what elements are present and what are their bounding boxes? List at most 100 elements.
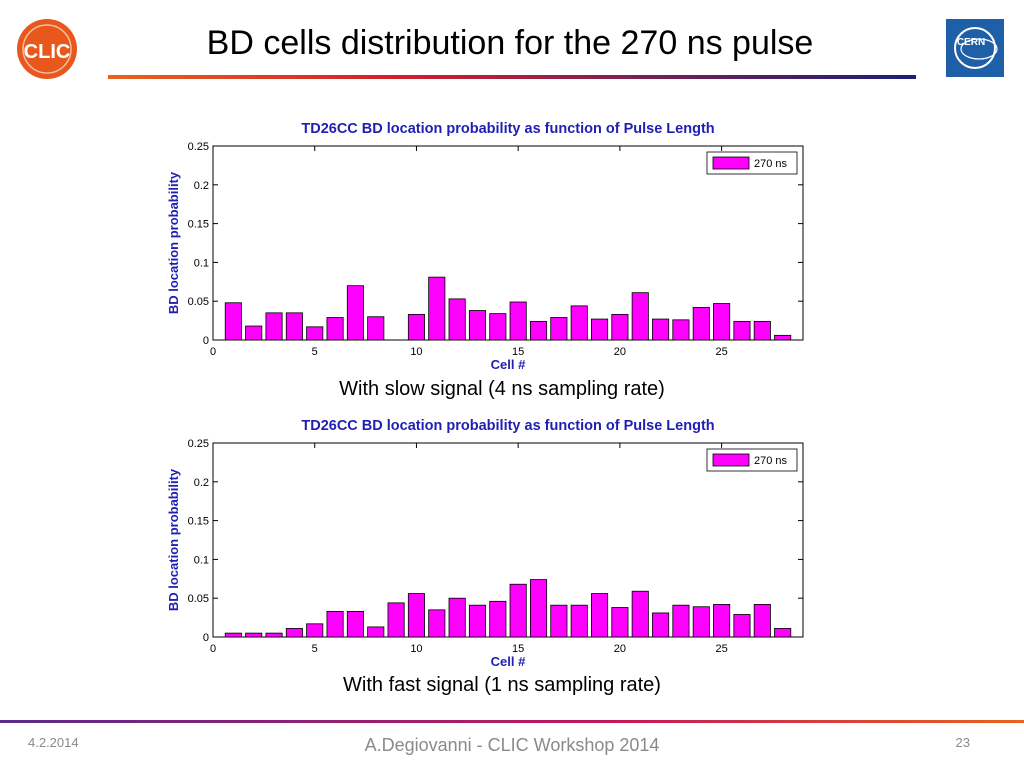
bar [346,285,364,341]
footer-divider [0,720,1024,723]
bar [692,606,710,638]
clic-logo: CLIC [17,19,77,79]
bar [774,628,792,638]
cern-logo: CERN [946,19,1004,77]
bar [631,590,649,638]
y-tick-label: 0.15 [188,516,209,528]
bar [245,325,263,341]
x-tick-label: 20 [614,643,626,655]
x-tick-label: 25 [715,346,727,358]
bar [468,604,487,638]
x-axis-label: Cell # [491,357,526,372]
caption-slow-signal: With slow signal (4 ns sampling rate) [339,378,665,400]
bar [529,579,548,638]
x-tick-label: 0 [210,643,216,655]
bar [367,626,385,638]
y-tick-label: 0.05 [188,296,209,308]
bar [692,307,710,341]
bar [652,318,670,341]
bar [611,607,629,638]
bar [468,310,487,341]
x-tick-label: 10 [410,643,422,655]
y-axis-label: BD location probability [166,468,181,611]
bar [753,320,771,341]
x-axis-label: Cell # [491,654,526,669]
bar [346,610,364,638]
slide-title: BD cells distribution for the 270 ns pul… [206,24,814,62]
y-tick-label: 0.25 [188,438,209,450]
y-tick-label: 0.2 [194,477,209,489]
bar [550,317,568,341]
bar [774,334,792,341]
bar [306,623,324,638]
bar [509,301,527,341]
x-tick-label: 5 [312,643,318,655]
bar [591,318,609,341]
bar [428,276,446,341]
x-tick-label: 25 [715,643,727,655]
bar [265,632,283,638]
footer-author: A.Degiovanni - CLIC Workshop 2014 [364,735,660,755]
bar [631,292,649,341]
legend-label: 270 ns [754,158,788,170]
x-tick-label: 5 [312,346,318,358]
bar [428,609,446,638]
bar [448,298,466,341]
y-tick-label: 0.25 [188,141,209,153]
clic-logo-text: CLIC [24,41,71,63]
bar [570,305,588,341]
x-tick-label: 15 [512,643,524,655]
bar [448,597,466,638]
bar [489,600,507,638]
bar [224,302,242,341]
page-number: 23 [955,735,970,750]
legend-swatch [712,156,750,170]
y-axis-label: BD location probability [166,171,181,314]
bar [285,628,303,638]
bar [570,604,588,638]
legend-swatch [712,453,750,467]
bar [652,612,670,638]
bar [733,320,751,341]
y-tick-label: 0.05 [188,593,209,605]
bar [285,312,303,341]
x-tick-label: 15 [512,346,524,358]
bar [265,312,283,341]
bar [713,604,731,638]
bar [387,602,405,638]
bar [306,326,324,341]
plot-area [212,442,804,638]
bar [733,614,751,638]
bar [326,610,344,638]
chart-title: TD26CC BD location probability as functi… [301,121,714,137]
bar [224,632,242,638]
title-divider [108,75,916,79]
x-tick-label: 0 [210,346,216,358]
bar [672,319,690,341]
bar [672,604,690,638]
bar-chart-fast-signal: TD26CC BD location probability as functi… [166,418,804,669]
bar [326,317,344,341]
bar [489,313,507,341]
bar [611,313,629,341]
bar [407,313,425,341]
bar [550,604,568,638]
cern-logo-text: CERN [957,37,985,48]
chart-title: TD26CC BD location probability as functi… [301,418,714,434]
bar [713,303,731,341]
y-tick-label: 0.15 [188,219,209,231]
y-tick-label: 0.2 [194,180,209,192]
footer-date: 4.2.2014 [28,735,79,750]
x-tick-label: 20 [614,346,626,358]
legend-label: 270 ns [754,455,788,467]
x-tick-label: 10 [410,346,422,358]
y-tick-label: 0.1 [194,554,209,566]
bar [529,320,548,341]
caption-fast-signal: With fast signal (1 ns sampling rate) [343,674,661,696]
bar [753,604,771,638]
bar [407,593,425,638]
y-tick-label: 0.1 [194,257,209,269]
bar [591,593,609,638]
y-tick-label: 0 [203,632,209,644]
bar [367,316,385,341]
